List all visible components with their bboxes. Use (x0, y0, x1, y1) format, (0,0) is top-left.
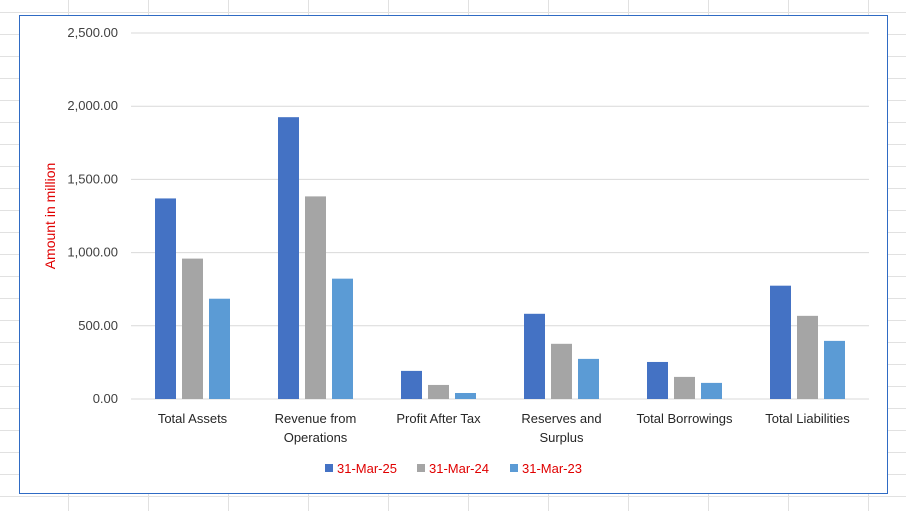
bar-31-Mar-24 (182, 258, 203, 399)
x-tick-label: Operations (284, 430, 348, 445)
bar-31-Mar-23 (209, 298, 230, 399)
x-tick-label: Surplus (539, 430, 584, 445)
x-tick-label: Profit After Tax (396, 411, 481, 426)
y-tick-label: 1,500.00 (67, 171, 118, 186)
x-tick-label: Total Liabilities (765, 411, 850, 426)
legend-label: 31-Mar-24 (429, 461, 489, 476)
bar-31-Mar-23 (578, 358, 599, 399)
bar-31-Mar-25 (770, 285, 791, 399)
bar-31-Mar-24 (797, 315, 818, 399)
legend-label: 31-Mar-25 (337, 461, 397, 476)
bar-31-Mar-25 (524, 313, 545, 399)
y-tick-label: 500.00 (78, 318, 118, 333)
bar-31-Mar-23 (824, 340, 845, 399)
legend-swatch (417, 464, 425, 472)
chart-area[interactable]: 0.00 500.00 1,000.00 1,500.00 2,000.00 2,500.… (19, 15, 888, 494)
bar-31-Mar-25 (647, 361, 668, 399)
legend-label: 31-Mar-23 (522, 461, 582, 476)
y-tick-label: 2,000.00 (67, 98, 118, 113)
y-tick-label: 0.00 (93, 391, 118, 406)
bar-31-Mar-25 (155, 198, 176, 399)
y-tick-label: 1,000.00 (67, 245, 118, 260)
bar-31-Mar-23 (701, 382, 722, 399)
legend-swatch (510, 464, 518, 472)
bar-31-Mar-25 (278, 117, 299, 400)
bar-31-Mar-23 (332, 278, 353, 399)
x-tick-label: Reserves and (521, 411, 601, 426)
bar-chart: 0.00 500.00 1,000.00 1,500.00 2,000.00 2,500.… (42, 25, 869, 476)
x-tick-label: Total Borrowings (636, 411, 733, 426)
x-tick-label: Total Assets (158, 411, 228, 426)
y-tick-label: 2,500.00 (67, 25, 118, 40)
bar-31-Mar-24 (305, 196, 326, 399)
x-tick-label: Revenue from (275, 411, 357, 426)
bar-31-Mar-24 (551, 343, 572, 399)
bar-31-Mar-24 (674, 376, 695, 399)
bar-31-Mar-24 (428, 384, 449, 399)
bar-31-Mar-25 (401, 370, 422, 399)
bar-31-Mar-23 (455, 392, 476, 399)
legend-swatch (325, 464, 333, 472)
y-axis-title: Amount in million (42, 163, 58, 270)
